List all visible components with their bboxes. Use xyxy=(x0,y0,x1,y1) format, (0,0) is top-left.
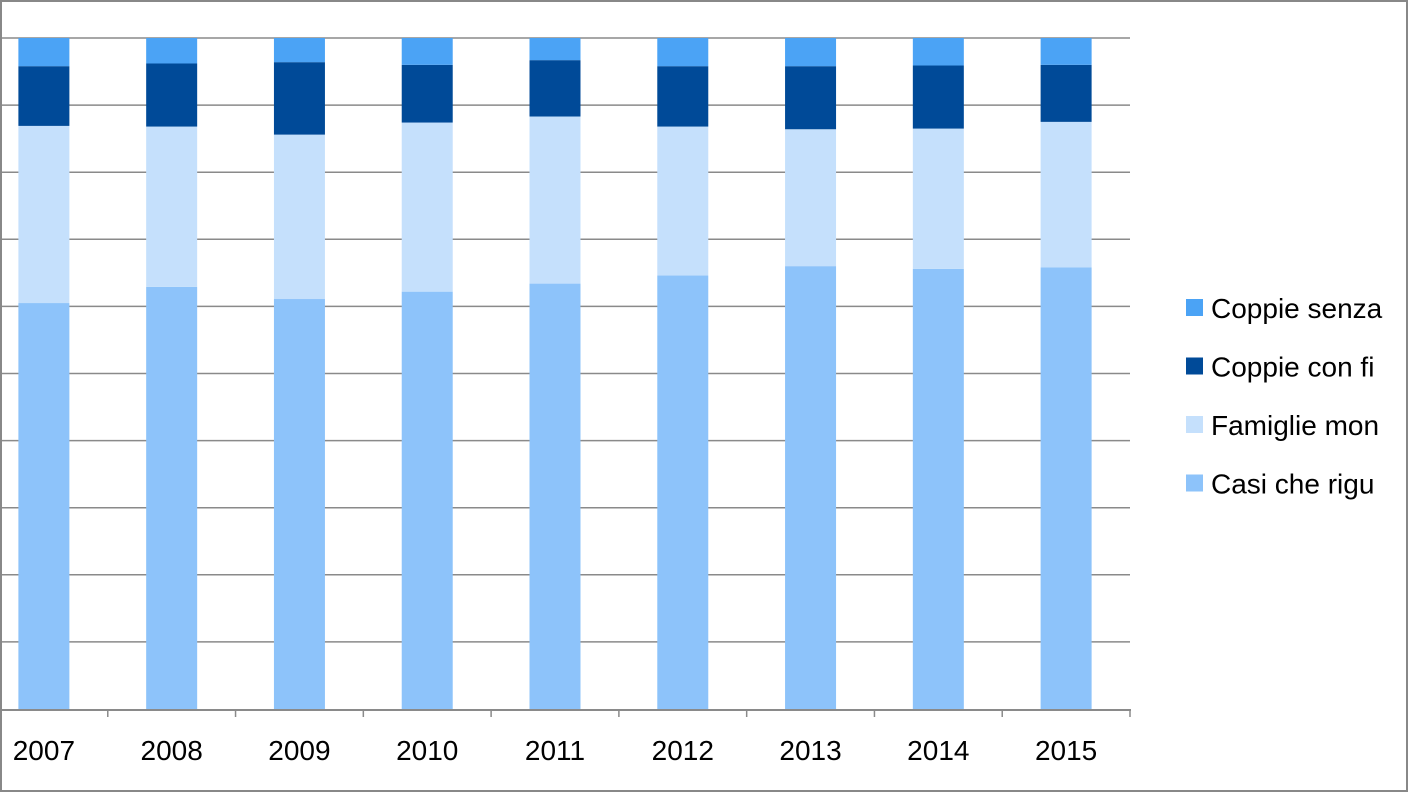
bar-segment-2015-1 xyxy=(1040,121,1092,268)
x-tick-label: 2015 xyxy=(1035,735,1097,766)
bar-segment-2014-3 xyxy=(912,38,964,66)
legend-swatch xyxy=(1186,416,1203,433)
bar-segment-2015-2 xyxy=(1040,64,1092,122)
bar-segment-2008-2 xyxy=(146,63,198,127)
legend-item: Coppie con fi xyxy=(1186,352,1374,383)
legend-item: Casi che rigu xyxy=(1186,469,1374,500)
legend: Coppie senza Coppie con fi Famiglie mon Cas… xyxy=(1186,293,1383,500)
legend-item: Coppie senza xyxy=(1186,293,1383,324)
bar-segment-2012-0 xyxy=(657,275,709,709)
bar-segment-2014-1 xyxy=(912,128,964,269)
bars xyxy=(18,38,1092,709)
bar-segment-2010-3 xyxy=(401,38,453,65)
x-tick-label: 2008 xyxy=(141,735,203,766)
legend-swatch xyxy=(1186,299,1203,316)
bar-segment-2007-0 xyxy=(18,303,70,709)
legend-label: Famiglie mon xyxy=(1211,410,1379,441)
bar-segment-2009-0 xyxy=(273,299,325,709)
bar-segment-2007-1 xyxy=(18,125,70,304)
bar-segment-2008-0 xyxy=(146,286,198,709)
legend-swatch xyxy=(1186,357,1203,375)
bar-segment-2009-3 xyxy=(273,38,325,63)
x-tick-label: 2013 xyxy=(779,735,841,766)
x-tick-label: 2012 xyxy=(652,735,714,766)
bar-segment-2007-2 xyxy=(18,66,70,126)
bar-segment-2012-3 xyxy=(657,38,709,67)
bar-segment-2010-0 xyxy=(401,291,453,709)
bar-segment-2013-3 xyxy=(785,38,837,67)
bar-segment-2014-0 xyxy=(912,268,964,709)
bar-segment-2009-2 xyxy=(273,62,325,135)
bar-segment-2013-0 xyxy=(785,266,837,709)
bar-segment-2011-2 xyxy=(529,60,581,117)
bar-segment-2010-2 xyxy=(401,64,453,123)
bar-segment-2010-1 xyxy=(401,122,453,292)
legend-label: Coppie con fi xyxy=(1211,352,1374,383)
bar-segment-2008-1 xyxy=(146,126,198,287)
x-tick-label: 2014 xyxy=(907,735,969,766)
legend-item: Famiglie mon xyxy=(1186,410,1379,441)
bar-segment-2011-0 xyxy=(529,283,581,709)
bar-segment-2008-3 xyxy=(146,38,198,64)
x-tick-label: 2011 xyxy=(525,735,585,766)
bar-segment-2015-0 xyxy=(1040,267,1092,709)
bar-segment-2011-3 xyxy=(529,38,581,61)
bar-segment-2007-3 xyxy=(18,38,70,67)
legend-label: Coppie senza xyxy=(1211,293,1383,324)
x-axis: 2007 2008 2009 2010 2011 2012 2013 2014 2015 xyxy=(0,709,1131,766)
bar-segment-2013-2 xyxy=(785,66,837,130)
bar-segment-2015-3 xyxy=(1040,38,1092,65)
bar-segment-2013-1 xyxy=(785,129,837,267)
bar-segment-2012-1 xyxy=(657,126,709,276)
bar-segment-2012-2 xyxy=(657,66,709,127)
bar-segment-2011-1 xyxy=(529,116,581,284)
legend-swatch xyxy=(1186,474,1203,492)
x-tick-label: 2010 xyxy=(396,735,458,766)
x-tick-label: 2007 xyxy=(13,735,75,766)
bar-segment-2014-2 xyxy=(912,65,964,129)
legend-label: Casi che rigu xyxy=(1211,469,1374,500)
x-tick-label: 2009 xyxy=(268,735,330,766)
bar-segment-2009-1 xyxy=(273,134,325,300)
